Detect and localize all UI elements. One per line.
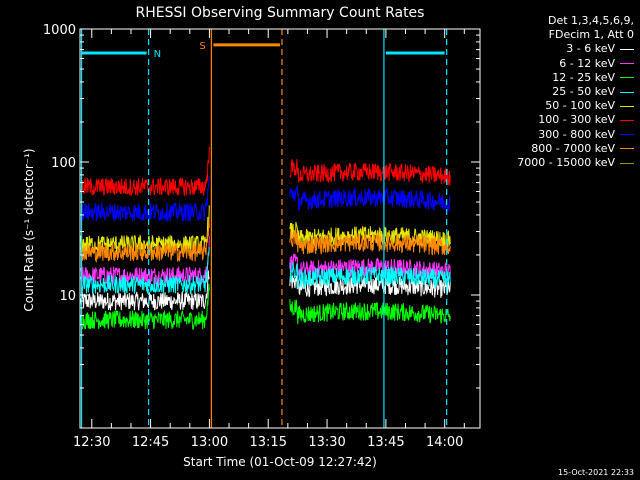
legend-swatch <box>620 105 634 107</box>
x-tick-label: 13:00 <box>191 435 228 450</box>
y-tick-label: 10 <box>59 289 76 304</box>
axes: 10 100 1000 12:30 12:45 13:00 13:15 13:30 13:45 1… <box>43 23 480 450</box>
legend-entry-1: 6 - 12 keV <box>474 57 634 71</box>
legend-entry-8: 7000 - 15000 keV <box>474 156 634 170</box>
series-line-after-6 <box>289 185 451 213</box>
plot-area: NS <box>80 29 451 428</box>
x-tick-label: 13:30 <box>308 435 345 450</box>
y-tick-label: 1000 <box>43 23 76 38</box>
legend-label: 25 - 50 keV <box>552 85 615 99</box>
legend-header-line-1: Det 1,3,4,5,6,9, <box>547 14 634 27</box>
series-line-before-0 <box>80 270 210 311</box>
legend-entry-3: 25 - 50 keV <box>474 85 634 99</box>
legend-swatch <box>620 49 634 50</box>
legend-label: 100 - 300 keV <box>538 113 615 127</box>
y-axis-label: Count Rate (s⁻¹ detector⁻¹) <box>22 148 36 311</box>
x-tick-label: 12:30 <box>73 435 110 450</box>
legend-swatch <box>620 91 634 93</box>
series-line-after-2 <box>289 299 451 325</box>
legend-label: 300 - 800 keV <box>538 127 615 141</box>
chart-title: RHESSI Observing Summary Count Rates <box>136 5 425 21</box>
legend-header-line-2: FDecim 1, Att 0 <box>548 28 634 42</box>
x-tick-label: 13:45 <box>367 435 404 450</box>
flag-label-N: N <box>154 49 161 60</box>
series-line-after-3 <box>289 262 451 290</box>
series-line-before-1 <box>80 236 210 287</box>
series-line-after-7 <box>289 230 451 256</box>
series-line-after-5 <box>289 159 451 186</box>
series-line-after-0 <box>289 275 451 299</box>
legend-label: 800 - 7000 keV <box>531 141 615 155</box>
flag-label-S: S <box>199 41 205 52</box>
legend-entry-4: 50 - 100 keV <box>474 99 634 113</box>
series-line-before-4 <box>80 205 210 255</box>
x-axis-label: Start Time (01-Oct-09 12:27:42) <box>183 455 377 469</box>
legend-entry-7: 800 - 7000 keV <box>474 142 634 156</box>
series-line-before-3 <box>80 247 210 295</box>
legend-swatch <box>620 148 634 150</box>
legend: Det 1,3,4,5,6,9, FDecim 1, Att 0 3 - 6 k… <box>474 14 634 170</box>
legend-swatch <box>620 77 634 79</box>
series-line-before-5 <box>80 146 210 197</box>
legend-entry-2: 12 - 25 keV <box>474 71 634 85</box>
x-tick-label: 14:00 <box>426 435 463 450</box>
legend-swatch <box>620 134 634 136</box>
legend-label: 6 - 12 keV <box>559 56 615 70</box>
legend-label: 3 - 6 keV <box>566 42 615 56</box>
legend-swatch <box>620 162 634 164</box>
x-tick-label: 13:15 <box>250 435 287 450</box>
legend-swatch <box>620 63 634 65</box>
legend-label: 50 - 100 keV <box>545 99 615 113</box>
x-tick-label: 12:45 <box>132 435 169 450</box>
legend-entry-0: 3 - 6 keV <box>474 42 634 56</box>
plot-frame <box>79 28 481 429</box>
series-line-before-2 <box>80 283 210 330</box>
y-tick-label: 100 <box>51 156 76 171</box>
legend-entry-6: 300 - 800 keV <box>474 128 634 142</box>
legend-label: 7000 - 15000 keV <box>517 156 615 170</box>
legend-swatch <box>620 120 634 122</box>
footer-timestamp: 15-Oct-2021 22:33 <box>558 468 634 477</box>
series-line-before-6 <box>80 175 210 223</box>
series-line-before-7 <box>80 219 210 263</box>
legend-entry-5: 100 - 300 keV <box>474 113 634 127</box>
legend-label: 12 - 25 keV <box>552 70 615 84</box>
